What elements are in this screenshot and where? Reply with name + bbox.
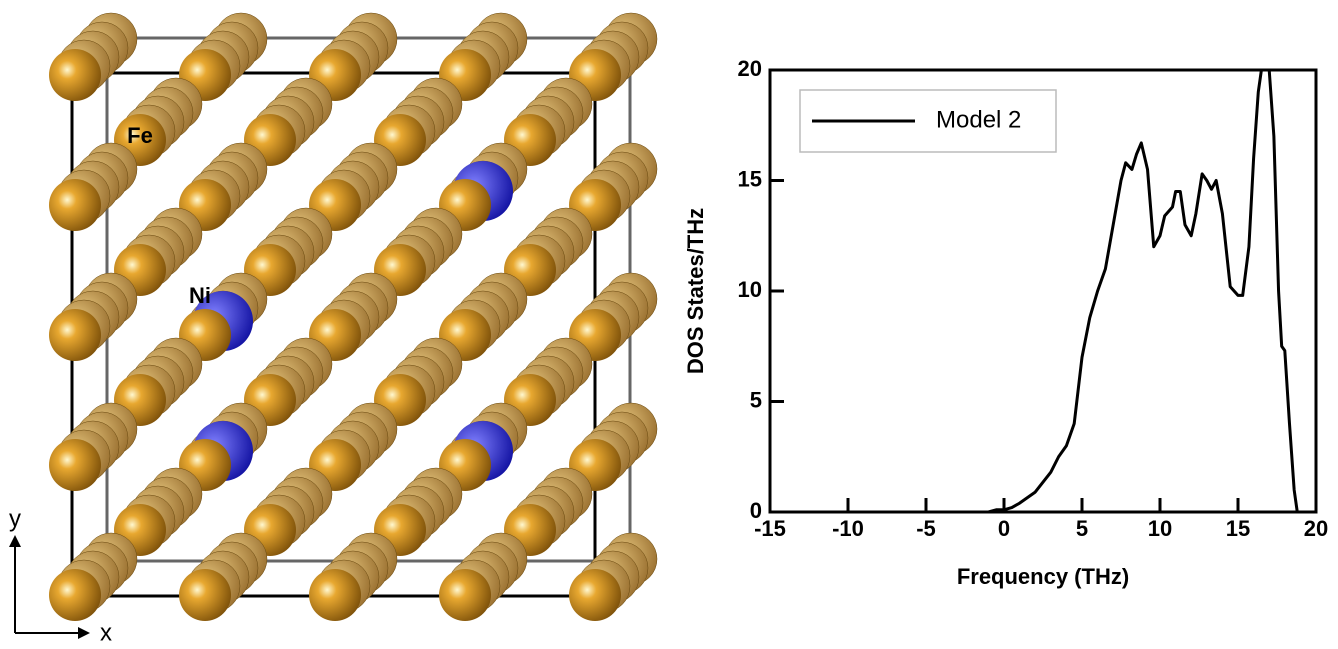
x-axis-label: Frequency (THz) [957,564,1129,589]
atom-label: Ni [189,283,211,308]
axis-name: x [100,619,112,644]
y-tick-label: 15 [738,166,762,191]
x-tick-label: 20 [1304,516,1328,541]
y-tick-label: 20 [738,56,762,81]
arrow-head [78,627,90,639]
y-tick-label: 0 [750,498,762,523]
x-tick-label: 10 [1148,516,1172,541]
atom [309,569,361,621]
atom [49,49,101,101]
y-tick-label: 5 [750,387,762,412]
legend-label: Model 2 [936,106,1021,133]
atom [49,179,101,231]
arrow-head [9,535,21,547]
atom-label: Fe [127,123,153,148]
atom [569,569,621,621]
atom [49,439,101,491]
x-tick-label: -10 [832,516,864,541]
x-tick-label: 0 [998,516,1010,541]
axis-name: y [9,505,21,532]
figure: Fe Ni x y -15-10-50510152005101520Freque… [0,0,1338,644]
x-tick-label: 5 [1076,516,1088,541]
y-tick-label: 10 [738,277,762,302]
atom [439,569,491,621]
x-tick-label: 15 [1226,516,1250,541]
atom [179,569,231,621]
atom [49,569,101,621]
crystal-structure [49,13,657,621]
atom [49,309,101,361]
x-tick-label: -5 [916,516,936,541]
y-axis-label: DOS States/THz [683,208,708,374]
